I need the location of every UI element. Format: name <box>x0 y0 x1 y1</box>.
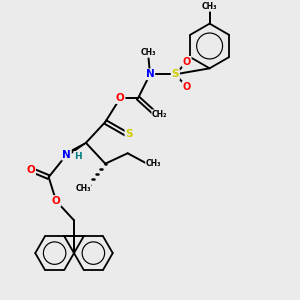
Text: O: O <box>52 196 61 206</box>
Text: CH₂: CH₂ <box>152 110 168 119</box>
Text: N: N <box>62 150 71 160</box>
Text: CH₃: CH₃ <box>202 2 218 11</box>
Text: O: O <box>26 165 35 175</box>
Text: N: N <box>146 69 154 79</box>
Polygon shape <box>66 143 86 156</box>
Text: CH₃: CH₃ <box>141 48 156 57</box>
Text: S: S <box>125 129 133 139</box>
Text: S: S <box>172 69 179 79</box>
Text: O: O <box>116 93 124 103</box>
Text: O: O <box>182 57 191 67</box>
Text: O: O <box>182 82 191 92</box>
Text: CH₃: CH₃ <box>75 184 91 193</box>
Text: CH₃: CH₃ <box>146 159 161 168</box>
Text: H: H <box>74 152 82 161</box>
